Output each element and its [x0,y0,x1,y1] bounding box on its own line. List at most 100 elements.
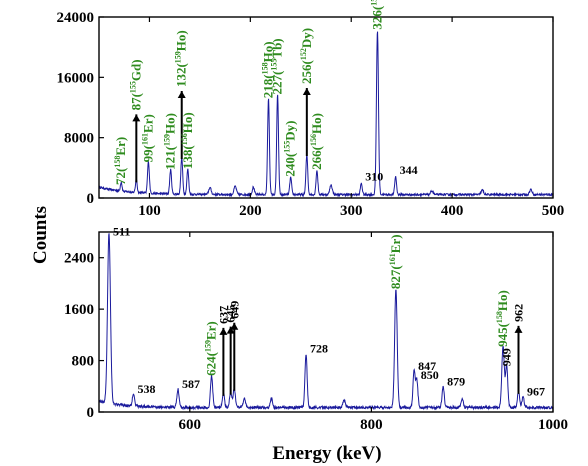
peak-label: 827(161Er) [388,234,403,289]
peak-element: Ho) [495,290,510,311]
y-tick-label: 0 [87,191,95,207]
peak-isotope-mass: 158 [495,311,504,323]
annotation-arrow [230,322,239,391]
peak-energy: 266( [309,146,324,170]
peak-label: 256(152Dy) [299,28,314,84]
peak-label: 138(156Ho) [180,112,195,169]
arrow-head [514,325,523,333]
peak-energy: 240( [283,153,298,177]
y-tick-label: 800 [72,354,95,370]
peak-label: 945(158Ho) [495,290,510,347]
arrow-head [177,91,186,99]
peak-label: 850 [421,368,439,382]
arrow-head [302,88,311,96]
peak-label: 99(161Er) [140,114,155,162]
spectrum-series [98,233,554,411]
peak-isotope-mass: 161 [388,253,397,265]
peak-energy: 967 [527,385,545,399]
peak-energy: 227( [270,71,285,95]
peak-element: Ho) [163,113,178,134]
peak-isotope-mass: 156 [180,133,189,145]
peak-isotope-mass: 155 [128,81,137,93]
peak-label: 962 [511,304,525,322]
plot-frame [98,231,554,413]
peak-energy: 511 [113,225,130,239]
peak-label: 310 [365,170,383,184]
annotation-arrow [177,91,186,160]
annotation-arrow [219,327,228,396]
annotation-arrow [226,326,235,395]
peak-isotope-mass: 158 [260,62,269,74]
arrow-head [219,327,228,335]
annotation-arrow [132,114,141,183]
peak-element: Er) [204,321,219,340]
peak-label: 511 [113,225,130,239]
peak-label: 326(157Er) [369,0,384,30]
peak-energy: 121( [163,146,178,170]
peak-isotope-mass: 155 [270,59,279,71]
peak-label: 879 [447,374,465,388]
peak-isotope-mass: 159 [174,51,183,63]
peak-element: Er) [113,137,128,156]
peak-energy: 624( [204,352,219,376]
peak-element: Dy) [283,121,298,141]
annotation-arrow [514,325,523,394]
top-panel: 100 200 300 400 50008000160002400072(158Er)8… [57,0,565,219]
arrow-head [230,322,239,330]
peak-energy: 218( [260,74,275,98]
peak-isotope-mass: 159 [163,134,172,146]
peak-isotope-mass: 152 [299,48,308,60]
peak-energy: 72( [113,168,128,185]
arrow-head [226,326,235,334]
peak-energy: 637 [216,306,230,324]
y-tick-label: 2400 [64,251,94,267]
y-tick-label: 1600 [64,302,94,318]
peak-label: 132(159Ho) [174,30,189,87]
peak-energy: 326( [369,6,384,30]
x-axis-title: Energy (keV) [272,443,381,464]
peak-isotope-mass: 158 [113,156,122,168]
peak-energy: 587 [182,377,200,391]
peak-label: 847 [418,359,436,373]
peak-element: Gd) [128,59,143,81]
plot-frame [98,16,554,199]
y-axis-title: Counts [30,206,51,264]
peak-isotope-mass: 161 [140,133,149,145]
peak-energy: 879 [447,374,465,388]
peak-energy: 645 [224,305,238,323]
x-tick-label: 500 [542,203,565,219]
y-tick-label: 16000 [57,70,95,86]
peak-energy: 99( [140,145,155,162]
x-tick-label: 1000 [538,417,568,433]
peak-energy: 87( [128,93,143,110]
peak-label: 266(156Ho) [309,113,324,170]
peak-energy: 728 [310,342,328,356]
annotation-arrow [302,88,311,157]
x-tick-label: 400 [441,203,464,219]
peak-label: 587 [182,377,200,391]
x-tick-label: 200 [239,203,262,219]
peak-element: Ho) [260,41,275,62]
peak-element: Tb) [270,38,285,58]
peak-energy: 538 [138,382,156,396]
peak-energy: 847 [418,359,436,373]
peak-energy: 827( [388,265,403,289]
spectrum-series [98,31,554,198]
peak-label: 645 [224,305,238,323]
peak-isotope-mass: 157 [369,0,378,6]
peak-label: 218(158Ho) [260,41,275,98]
peak-energy: 310 [365,170,383,184]
peak-energy: 344 [400,163,418,177]
peak-energy: 949 [500,348,514,366]
x-tick-label: 300 [340,203,363,219]
peak-element: Er) [140,114,155,133]
peak-energy: 256( [299,60,314,84]
peak-label: 227(155Tb) [270,38,285,94]
peak-label: 538 [138,382,156,396]
y-tick-label: 8000 [64,131,94,147]
peak-label: 240(155Dy) [283,121,298,177]
peak-label: 344 [400,163,418,177]
peak-label: 121(159Ho) [163,113,178,170]
